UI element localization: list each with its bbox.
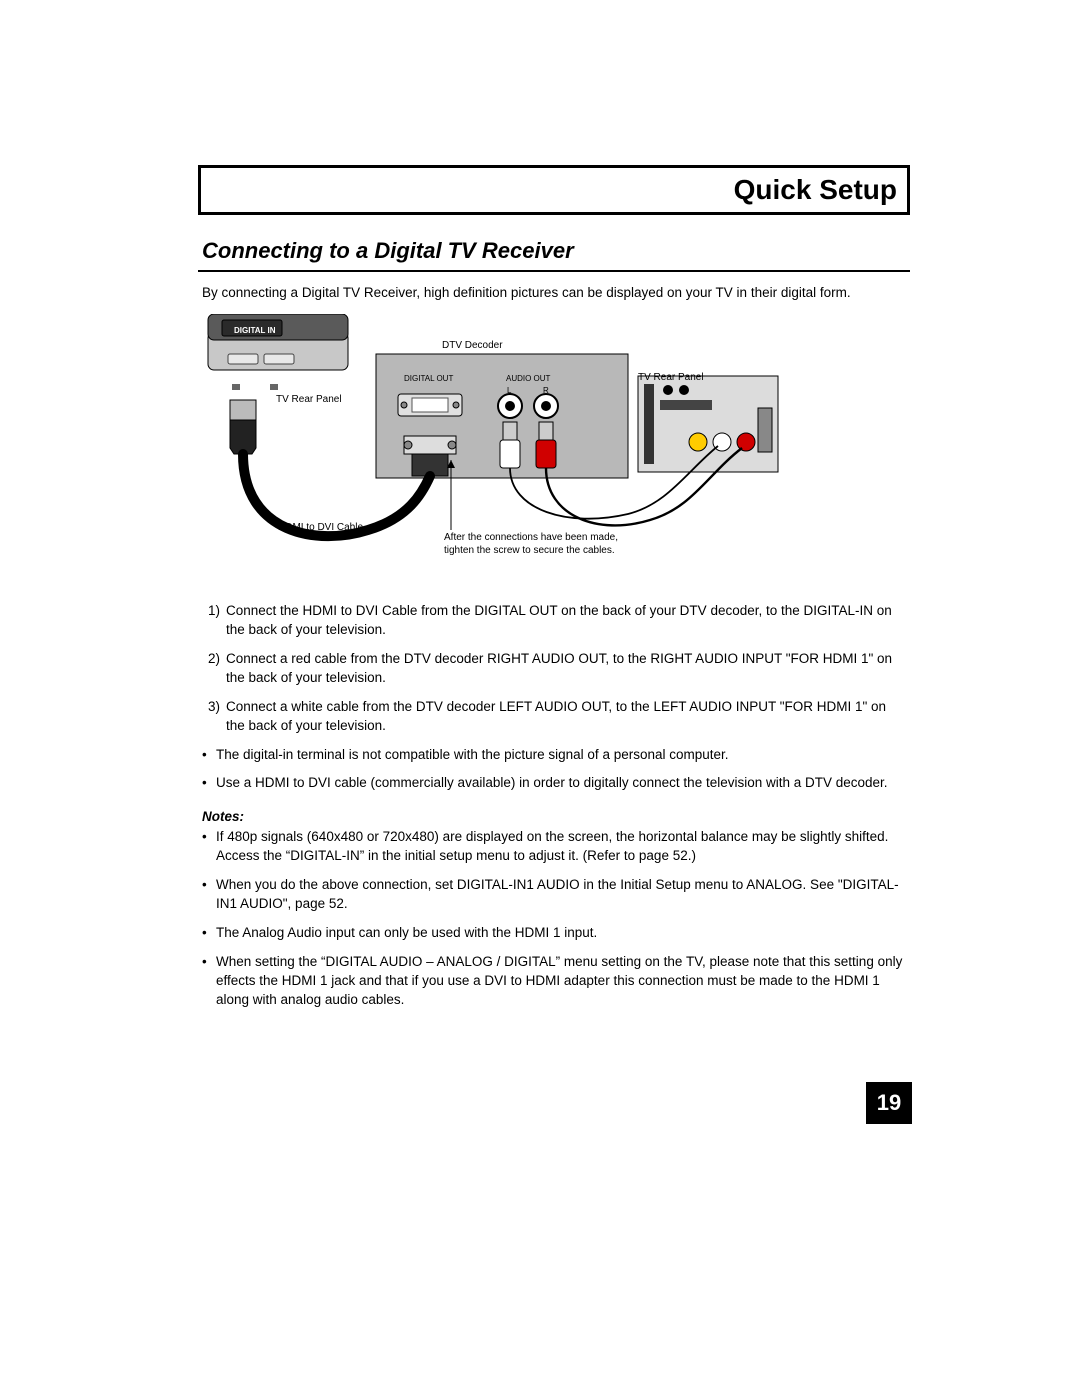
- rca-red-plug-icon: [536, 422, 556, 468]
- note-text: When you do the above connection, set DI…: [216, 876, 906, 914]
- audio-l-label: L: [507, 386, 511, 395]
- note-text: The Analog Audio input can only be used …: [216, 924, 906, 943]
- bullet-mark: •: [202, 746, 216, 765]
- note-item: • When setting the “DIGITAL AUDIO – ANAL…: [202, 953, 906, 1010]
- step-item: 2) Connect a red cable from the DTV deco…: [202, 650, 906, 688]
- note-text: If 480p signals (640x480 or 720x480) are…: [216, 828, 906, 866]
- digital-in-label: DIGITAL IN: [234, 326, 275, 335]
- notes-list: • If 480p signals (640x480 or 720x480) a…: [198, 828, 910, 1009]
- section-header: Quick Setup: [201, 168, 907, 212]
- step-item: 1) Connect the HDMI to DVI Cable from th…: [202, 602, 906, 640]
- bullet-text: Use a HDMI to DVI cable (commercially av…: [216, 774, 906, 793]
- digital-out-label: DIGITAL OUT: [404, 374, 453, 383]
- note-item: • When you do the above connection, set …: [202, 876, 906, 914]
- tv-rear-device-icon: [208, 314, 348, 390]
- note-text: When setting the “DIGITAL AUDIO – ANALOG…: [216, 953, 906, 1010]
- manual-page: Quick Setup Connecting to a Digital TV R…: [0, 0, 1080, 1397]
- post-step-bullets: • The digital-in terminal is not compati…: [198, 746, 910, 794]
- step-number: 1): [202, 602, 226, 640]
- hdmi-plug-icon: [230, 400, 256, 454]
- audio-r-label: R: [543, 386, 549, 395]
- bullet-text: The digital-in terminal is not compatibl…: [216, 746, 906, 765]
- step-number: 2): [202, 650, 226, 688]
- bullet-item: • The digital-in terminal is not compati…: [202, 746, 906, 765]
- hdmi-dvi-cable-label: HDMI to DVI Cable: [278, 522, 363, 533]
- intro-paragraph: By connecting a Digital TV Receiver, hig…: [198, 284, 910, 314]
- diagram-footnote: After the connections have been made, ti…: [444, 532, 644, 557]
- bullet-item: • Use a HDMI to DVI cable (commercially …: [202, 774, 906, 793]
- tv-rear-panel-left-label: TV Rear Panel: [276, 394, 342, 405]
- bullet-mark: •: [202, 876, 216, 914]
- page-subtitle: Connecting to a Digital TV Receiver: [198, 232, 910, 272]
- section-title: Quick Setup: [734, 174, 897, 206]
- notes-header: Notes:: [198, 803, 910, 828]
- step-text: Connect the HDMI to DVI Cable from the D…: [226, 602, 906, 640]
- bullet-mark: •: [202, 828, 216, 866]
- tv-rear-panel-right-icon: [638, 376, 778, 472]
- page-number: 19: [866, 1082, 912, 1124]
- dvi-plug-icon: [404, 436, 456, 476]
- section-header-frame: Quick Setup: [198, 165, 910, 215]
- steps-list: 1) Connect the HDMI to DVI Cable from th…: [198, 602, 910, 735]
- step-number: 3): [202, 698, 226, 736]
- step-item: 3) Connect a white cable from the DTV de…: [202, 698, 906, 736]
- audio-out-label: AUDIO OUT: [506, 374, 550, 383]
- connection-diagram: DTV Decoder TV Rear Panel TV Rear Panel …: [198, 314, 910, 584]
- bullet-mark: •: [202, 774, 216, 793]
- note-item: • The Analog Audio input can only be use…: [202, 924, 906, 943]
- note-item: • If 480p signals (640x480 or 720x480) a…: [202, 828, 906, 866]
- bullet-mark: •: [202, 924, 216, 943]
- bullet-mark: •: [202, 953, 216, 1010]
- step-text: Connect a red cable from the DTV decoder…: [226, 650, 906, 688]
- tv-rear-panel-right-label: TV Rear Panel: [638, 372, 704, 383]
- dtv-decoder-label: DTV Decoder: [442, 340, 503, 351]
- page-body: Connecting to a Digital TV Receiver By c…: [198, 232, 910, 1019]
- step-text: Connect a white cable from the DTV decod…: [226, 698, 906, 736]
- rca-white-plug-icon: [500, 422, 520, 468]
